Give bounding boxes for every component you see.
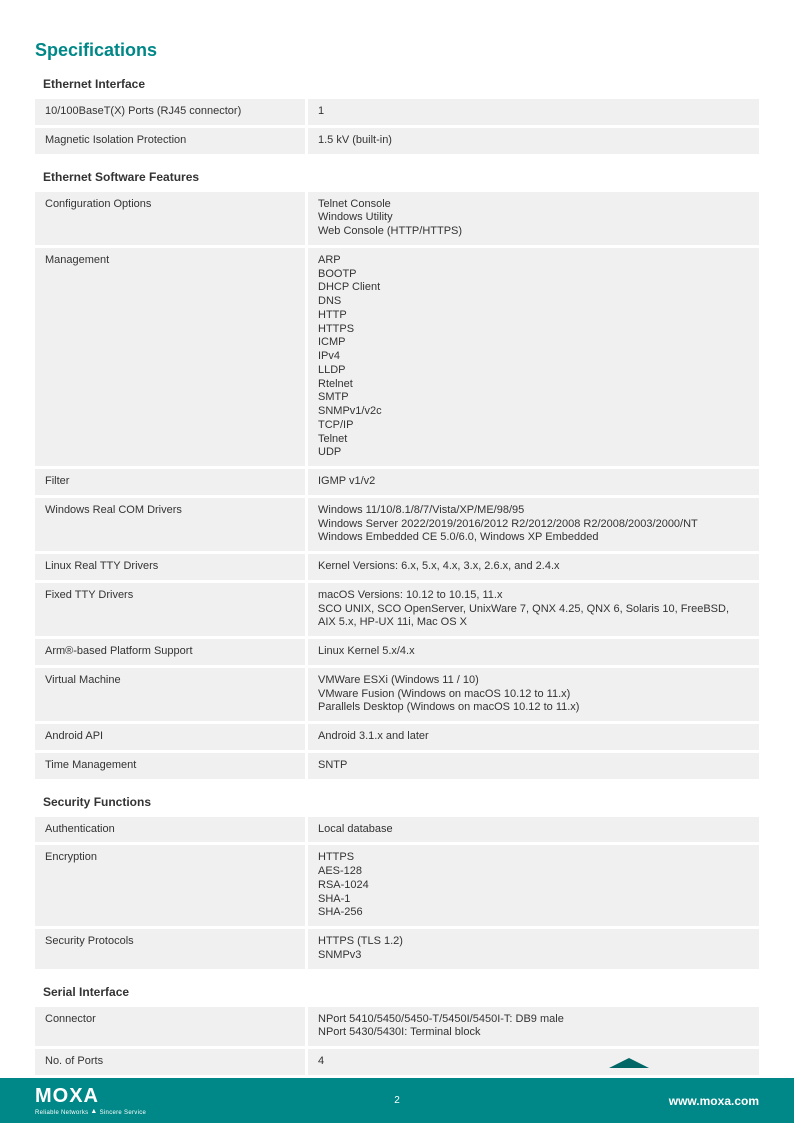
logo-tagline: Reliable Networks ▲ Sincere Service [0,1108,146,1116]
spec-row: Fixed TTY DriversmacOS Versions: 10.12 t… [35,583,759,636]
spec-row: AuthenticationLocal database [35,817,759,843]
footer-logo: MOXA Reliable Networks ▲ Sincere Service [0,1085,146,1116]
spec-row: Arm®-based Platform SupportLinux Kernel … [35,639,759,665]
spec-label: Linux Real TTY Drivers [35,554,305,578]
spec-row: Android APIAndroid 3.1.x and later [35,724,759,750]
spec-value: 1 [305,99,759,125]
spec-value: Local database [305,817,759,843]
spec-value: Windows 11/10/8.1/8/7/Vista/XP/ME/98/95W… [305,498,759,551]
spec-value: 1.5 kV (built-in) [305,128,759,154]
spec-row: Magnetic Isolation Protection1.5 kV (bui… [35,128,759,154]
spec-label: Android API [35,724,305,748]
spec-row: FilterIGMP v1/v2 [35,469,759,495]
spec-value: SNTP [305,753,759,779]
spec-value: Linux Kernel 5.x/4.x [305,639,759,665]
spec-label: Time Management [35,753,305,777]
spec-sections: Ethernet Interface10/100BaseT(X) Ports (… [35,73,759,1075]
spec-row: ManagementARPBOOTPDHCP ClientDNSHTTPHTTP… [35,248,759,466]
spec-section: Ethernet Interface10/100BaseT(X) Ports (… [35,73,759,154]
spec-row: Virtual MachineVMWare ESXi (Windows 11 /… [35,668,759,721]
spec-value: Telnet ConsoleWindows UtilityWeb Console… [305,192,759,245]
spec-value: HTTPSAES-128RSA-1024SHA-1SHA-256 [305,845,759,926]
spec-value: HTTPS (TLS 1.2)SNMPv3 [305,929,759,969]
spec-row: Windows Real COM DriversWindows 11/10/8.… [35,498,759,551]
spec-label: Fixed TTY Drivers [35,583,305,607]
spec-label: Windows Real COM Drivers [35,498,305,522]
spec-label: Security Protocols [35,929,305,953]
section-header: Security Functions [35,791,759,817]
spec-label: 10/100BaseT(X) Ports (RJ45 connector) [35,99,305,123]
spec-value: Android 3.1.x and later [305,724,759,750]
logo-text: MOXA [0,1085,146,1108]
page-title: Specifications [35,40,759,61]
section-header: Ethernet Interface [35,73,759,99]
spec-row: Time ManagementSNTP [35,753,759,779]
spec-section: Security FunctionsAuthenticationLocal da… [35,791,759,969]
spec-value: Kernel Versions: 6.x, 5.x, 4.x, 3.x, 2.6… [305,554,759,580]
spec-row: 10/100BaseT(X) Ports (RJ45 connector)1 [35,99,759,125]
footer-notch [609,1058,649,1068]
spec-value: ARPBOOTPDHCP ClientDNSHTTPHTTPSICMPIPv4L… [305,248,759,466]
section-header: Serial Interface [35,981,759,1007]
spec-value: NPort 5410/5450/5450-T/5450I/5450I-T: DB… [305,1007,759,1047]
spec-row: Security ProtocolsHTTPS (TLS 1.2)SNMPv3 [35,929,759,969]
section-header: Ethernet Software Features [35,166,759,192]
spec-row: ConnectorNPort 5410/5450/5450-T/5450I/54… [35,1007,759,1047]
page-footer: MOXA Reliable Networks ▲ Sincere Service… [0,1068,794,1123]
spec-section: Ethernet Software FeaturesConfiguration … [35,166,759,779]
spec-row: Configuration OptionsTelnet ConsoleWindo… [35,192,759,245]
spec-label: Connector [35,1007,305,1031]
spec-label: Encryption [35,845,305,869]
spec-label: Virtual Machine [35,668,305,692]
spec-row: EncryptionHTTPSAES-128RSA-1024SHA-1SHA-2… [35,845,759,926]
spec-row: Linux Real TTY DriversKernel Versions: 6… [35,554,759,580]
spec-value: macOS Versions: 10.12 to 10.15, 11.xSCO … [305,583,759,636]
spec-section: Serial InterfaceConnectorNPort 5410/5450… [35,981,759,1075]
spec-label: Authentication [35,817,305,841]
spec-value: VMWare ESXi (Windows 11 / 10)VMware Fusi… [305,668,759,721]
footer-url: www.moxa.com [669,1094,759,1108]
page-content: Specifications Ethernet Interface10/100B… [0,0,794,1075]
spec-label: Magnetic Isolation Protection [35,128,305,152]
spec-label: Configuration Options [35,192,305,216]
spec-value: IGMP v1/v2 [305,469,759,495]
spec-label: Arm®-based Platform Support [35,639,305,663]
spec-label: Management [35,248,305,272]
spec-label: Filter [35,469,305,493]
page-number: 2 [394,1095,400,1106]
